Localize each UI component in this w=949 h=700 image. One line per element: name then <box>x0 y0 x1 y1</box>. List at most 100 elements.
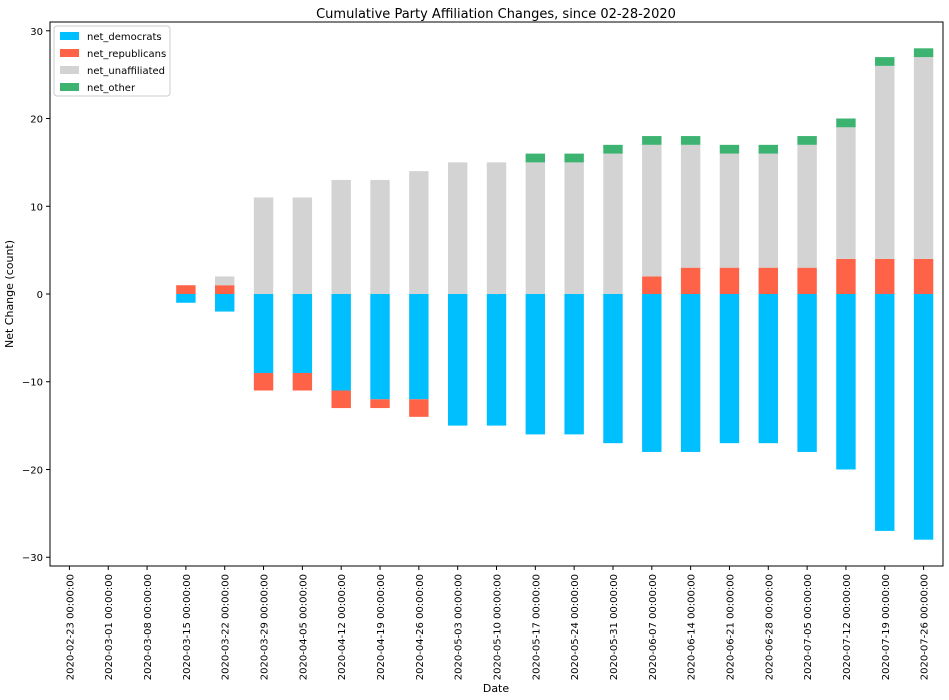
x-tick-label: 2020-07-12 00:00:00 <box>842 574 853 680</box>
bar-net_republicans-4 <box>215 285 234 294</box>
bar-net_democrats-5 <box>254 294 273 373</box>
bar-net_unaffiliated-13 <box>564 162 583 294</box>
bar-net_democrats-3 <box>176 294 195 303</box>
bar-net_unaffiliated-22 <box>914 57 933 259</box>
bar-net_republicans-3 <box>176 285 195 294</box>
bar-net_democrats-22 <box>914 294 933 540</box>
bar-net_unaffiliated-14 <box>603 154 622 294</box>
y-tick-label: 20 <box>30 115 43 126</box>
x-tick-label: 2020-07-19 00:00:00 <box>881 574 892 680</box>
x-tick-label: 2020-04-19 00:00:00 <box>376 574 387 680</box>
x-tick-label: 2020-03-08 00:00:00 <box>143 574 154 680</box>
chart-title: Cumulative Party Affiliation Changes, si… <box>316 7 676 22</box>
x-tick-label: 2020-05-10 00:00:00 <box>493 574 504 680</box>
x-tick-label: 2020-03-29 00:00:00 <box>260 574 271 680</box>
bar-net_republicans-15 <box>642 276 661 294</box>
x-tick-label: 2020-04-05 00:00:00 <box>298 574 309 680</box>
legend-label-net_other: net_other <box>87 83 136 94</box>
bar-net_other-13 <box>564 154 583 163</box>
bar-net_democrats-20 <box>836 294 855 469</box>
bar-net_republicans-16 <box>681 268 700 294</box>
bar-net_democrats-18 <box>759 294 778 443</box>
y-tick-label: 0 <box>37 290 43 301</box>
bar-net_unaffiliated-12 <box>526 162 545 294</box>
bar-net_other-18 <box>759 145 778 154</box>
bar-net_republicans-5 <box>254 373 273 391</box>
bar-net_republicans-18 <box>759 268 778 294</box>
bar-net_republicans-9 <box>409 399 428 417</box>
bar-net_democrats-19 <box>797 294 816 452</box>
bar-net_other-14 <box>603 145 622 154</box>
x-tick-label: 2020-05-17 00:00:00 <box>531 574 542 680</box>
bar-net_republicans-19 <box>797 268 816 294</box>
bar-net_democrats-14 <box>603 294 622 443</box>
x-axis-label: Date <box>483 682 510 695</box>
bar-net_other-21 <box>875 57 894 66</box>
bar-net_unaffiliated-17 <box>720 154 739 268</box>
bar-net_republicans-22 <box>914 259 933 294</box>
bar-net_democrats-8 <box>370 294 389 399</box>
bar-net_other-17 <box>720 145 739 154</box>
bar-net_unaffiliated-9 <box>409 171 428 294</box>
y-axis-label: Net Change (count) <box>3 240 16 348</box>
x-tick-label: 2020-06-14 00:00:00 <box>687 574 698 680</box>
x-tick-label: 2020-05-24 00:00:00 <box>570 574 581 680</box>
bar-net_unaffiliated-16 <box>681 145 700 268</box>
bar-net_democrats-9 <box>409 294 428 399</box>
bar-net_unaffiliated-4 <box>215 276 234 285</box>
legend-swatch-net_republicans <box>60 49 79 57</box>
bar-net_other-19 <box>797 136 816 145</box>
y-tick-label: −20 <box>22 465 43 476</box>
y-tick-label: 10 <box>30 202 43 213</box>
x-tick-label: 2020-04-26 00:00:00 <box>415 574 426 680</box>
bar-net_other-16 <box>681 136 700 145</box>
bar-net_republicans-6 <box>293 373 312 391</box>
bar-net_democrats-4 <box>215 294 234 312</box>
bar-net_other-20 <box>836 119 855 128</box>
legend: net_democrats net_republicans net_unaffili… <box>54 26 170 96</box>
bar-net_unaffiliated-6 <box>293 197 312 294</box>
bar-net_democrats-10 <box>448 294 467 426</box>
bar-net_other-22 <box>914 48 933 57</box>
bar-net_unaffiliated-19 <box>797 145 816 268</box>
bars-group <box>176 48 933 539</box>
x-tick-label: 2020-07-05 00:00:00 <box>803 574 814 680</box>
x-tick-label: 2020-03-15 00:00:00 <box>182 574 193 680</box>
y-axis: −30 −20 −10 0 10 20 30 <box>22 27 50 564</box>
legend-swatch-net_other <box>60 83 79 91</box>
x-tick-label: 2020-06-28 00:00:00 <box>764 574 775 680</box>
y-tick-label: −30 <box>22 553 43 564</box>
bar-net_unaffiliated-11 <box>487 162 506 294</box>
bar-net_other-12 <box>526 154 545 163</box>
x-tick-label: 2020-06-07 00:00:00 <box>648 574 659 680</box>
bar-net_democrats-7 <box>331 294 350 391</box>
bar-net_unaffiliated-10 <box>448 162 467 294</box>
bar-net_unaffiliated-15 <box>642 145 661 277</box>
bar-net_democrats-13 <box>564 294 583 434</box>
legend-swatch-net_unaffiliated <box>60 66 79 74</box>
x-tick-label: 2020-03-01 00:00:00 <box>104 574 115 680</box>
x-tick-label: 2020-02-23 00:00:00 <box>65 574 76 680</box>
legend-label-net_republicans: net_republicans <box>87 49 166 60</box>
legend-swatch-net_democrats <box>60 32 79 40</box>
bar-net_republicans-20 <box>836 259 855 294</box>
x-tick-label: 2020-07-26 00:00:00 <box>920 574 931 680</box>
x-axis: 2020-02-23 00:00:00 2020-03-01 00:00:00 20… <box>65 566 930 680</box>
bar-net_unaffiliated-7 <box>331 180 350 294</box>
bar-net_democrats-17 <box>720 294 739 443</box>
x-tick-label: 2020-05-03 00:00:00 <box>454 574 465 680</box>
bar-net_democrats-16 <box>681 294 700 452</box>
bar-net_republicans-8 <box>370 399 389 408</box>
y-tick-label: −10 <box>22 378 43 389</box>
bar-net_unaffiliated-18 <box>759 154 778 268</box>
bar-net_democrats-21 <box>875 294 894 531</box>
bar-net_republicans-17 <box>720 268 739 294</box>
x-tick-label: 2020-04-12 00:00:00 <box>337 574 348 680</box>
bar-net_unaffiliated-21 <box>875 66 894 259</box>
bar-net_democrats-6 <box>293 294 312 373</box>
bar-net_republicans-7 <box>331 391 350 409</box>
bar-net_other-15 <box>642 136 661 145</box>
bar-net_unaffiliated-5 <box>254 197 273 294</box>
bar-net_democrats-11 <box>487 294 506 426</box>
